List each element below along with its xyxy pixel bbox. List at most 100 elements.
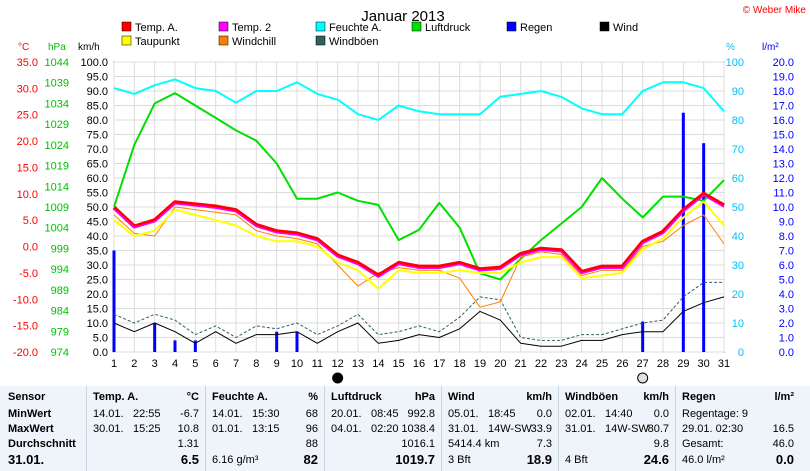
series-wind xyxy=(113,296,725,347)
x-tick-label: 8 xyxy=(253,358,259,370)
temp-tick-label: 30.0 xyxy=(17,83,38,95)
chart-credit: © Weber Mike xyxy=(743,5,807,16)
x-tick-label: 6 xyxy=(213,358,219,370)
wind-tick-label: 40.0 xyxy=(87,231,108,243)
wind-tick-label: 75.0 xyxy=(87,130,108,142)
rain-bar xyxy=(641,321,645,352)
grid xyxy=(113,61,725,353)
wind-unit: km/h xyxy=(526,391,552,403)
right-axes: 100908070605040302010020.019.018.017.016… xyxy=(726,57,794,359)
wind-tick-label: 90.0 xyxy=(87,86,108,98)
humidity-min-time: 15:30 xyxy=(252,408,280,420)
rain-tick-label: 7.0 xyxy=(779,246,794,258)
gusts-max-direction: 14W-SW xyxy=(605,423,649,435)
gusts-max-value: 80.7 xyxy=(647,423,669,435)
legend-item-wind: Wind xyxy=(599,21,638,34)
temp-tick-label: 15.0 xyxy=(17,162,38,174)
pressure-max-value: 1038.4 xyxy=(401,423,435,435)
pressure-avg: 1016.1 xyxy=(401,438,435,450)
rain-unit-label: l/m² xyxy=(762,42,779,53)
wind-tick-label: 65.0 xyxy=(87,159,108,171)
temp-tick-label: -10.0 xyxy=(13,294,38,306)
gusts-min-value: 0.0 xyxy=(653,408,669,420)
pressure-max-date: 04.01. xyxy=(331,423,362,435)
stats-pressure-column: Luftdruck hPa 20.01. 08:45 992.8 04.01. 02:2… xyxy=(325,386,442,471)
rain-total-label: Gesamt: xyxy=(682,438,724,450)
x-tick-label: 16 xyxy=(413,358,425,370)
temp-max-value: 10.8 xyxy=(177,423,199,435)
wind-max-direction: 14W-SW xyxy=(488,423,532,435)
pressure-max-time: 02:20 xyxy=(371,423,399,435)
legend-label: Temp. A. xyxy=(135,22,178,34)
pressure-tick-label: 1014 xyxy=(45,181,69,193)
pressure-header: Luftdruck xyxy=(331,391,382,403)
x-tick-label: 13 xyxy=(352,358,364,370)
pressure-tick-label: 989 xyxy=(51,285,69,297)
x-tick-label: 24 xyxy=(576,358,588,370)
rain-tick-label: 18.0 xyxy=(773,86,794,98)
x-tick-label: 12 xyxy=(332,358,344,370)
humidity-avg: 88 xyxy=(305,438,318,450)
pressure-tick-label: 1009 xyxy=(45,202,69,214)
rain-tick-label: 1.0 xyxy=(779,333,794,345)
gusts-max-date: 31.01. xyxy=(565,423,596,435)
pressure-tick-label: 1029 xyxy=(45,119,69,131)
legend-swatch xyxy=(121,21,132,32)
rain-tick-label: 9.0 xyxy=(779,217,794,229)
x-tick-label: 17 xyxy=(433,358,445,370)
series-taupunkt xyxy=(113,200,725,290)
full-moon-icon xyxy=(637,372,649,384)
legend-label: Wind xyxy=(613,22,638,34)
legend-item-temp-2: Temp. 2 xyxy=(218,21,271,34)
rain-tick-label: 12.0 xyxy=(773,173,794,185)
wind-tick-label: 20.0 xyxy=(87,289,108,301)
legend-label: Taupunkt xyxy=(135,36,180,48)
wind-current: 18.9 xyxy=(526,452,552,467)
rain-bar xyxy=(295,331,299,352)
humidity-tick-label: 50 xyxy=(732,202,744,214)
legend-label: Windchill xyxy=(232,36,276,48)
legend-item-feuchte-a: Feuchte A. xyxy=(315,21,382,34)
rain-bar xyxy=(153,323,157,352)
series-feuchte-a xyxy=(113,78,725,121)
legend-item-windb-en: Windböen xyxy=(315,35,379,48)
wind-beaufort: 3 Bft xyxy=(448,454,471,466)
legend-swatch xyxy=(218,21,229,32)
temp-tick-label: 25.0 xyxy=(17,110,38,122)
pressure-tick-label: 974 xyxy=(51,347,69,359)
legend-swatch xyxy=(315,35,326,46)
rain-days: Regentage: 9 xyxy=(682,408,749,420)
row-label-current: 31.01. xyxy=(8,452,45,467)
gusts-unit: km/h xyxy=(643,391,669,403)
legend-label: Temp. 2 xyxy=(232,22,271,34)
rain-max-value: 16.5 xyxy=(772,423,794,435)
x-tick-label: 30 xyxy=(698,358,710,370)
stats-rain-column: Regen l/m² Regentage: 9 29.01. 02:30 16.5 … xyxy=(676,386,810,471)
x-tick-label: 11 xyxy=(312,358,323,370)
wind-tick-label: 95.0 xyxy=(87,72,108,84)
wind-tick-label: 25.0 xyxy=(87,275,108,287)
weather-chart: Januar 2013 © Weber Mike °C hPa km/h % l… xyxy=(12,5,807,384)
gusts-header: Windböen xyxy=(565,391,619,403)
gusts-avg: 9.8 xyxy=(653,438,669,450)
series-windb-en xyxy=(113,281,724,341)
legend-label: Windböen xyxy=(329,36,379,48)
legend-item-regen: Regen xyxy=(506,21,552,34)
rain-current: 0.0 xyxy=(775,452,794,467)
wind-max-date: 31.01. xyxy=(448,423,479,435)
rain-bar xyxy=(173,340,177,352)
rain-tick-label: 8.0 xyxy=(779,231,794,243)
temp-avg: 1.31 xyxy=(177,438,199,450)
x-tick-label: 9 xyxy=(274,358,280,370)
pressure-min-value: 992.8 xyxy=(407,408,435,420)
wind-tick-label: 100.0 xyxy=(80,57,108,69)
stats-humidity-column: Feuchte A.% 14.01. 15:30 68 01.01. 13:15 96 … xyxy=(206,386,325,471)
wind-distance: 5414.4 km xyxy=(448,438,500,450)
wind-avg: 7.3 xyxy=(536,438,552,450)
humidity-max-time: 13:15 xyxy=(252,423,280,435)
rain-tick-label: 10.0 xyxy=(773,202,794,214)
temp-max-time: 15:25 xyxy=(133,423,161,435)
pressure-tick-label: 979 xyxy=(51,326,69,338)
x-tick-label: 14 xyxy=(372,358,384,370)
wind-header: Wind xyxy=(448,391,475,403)
